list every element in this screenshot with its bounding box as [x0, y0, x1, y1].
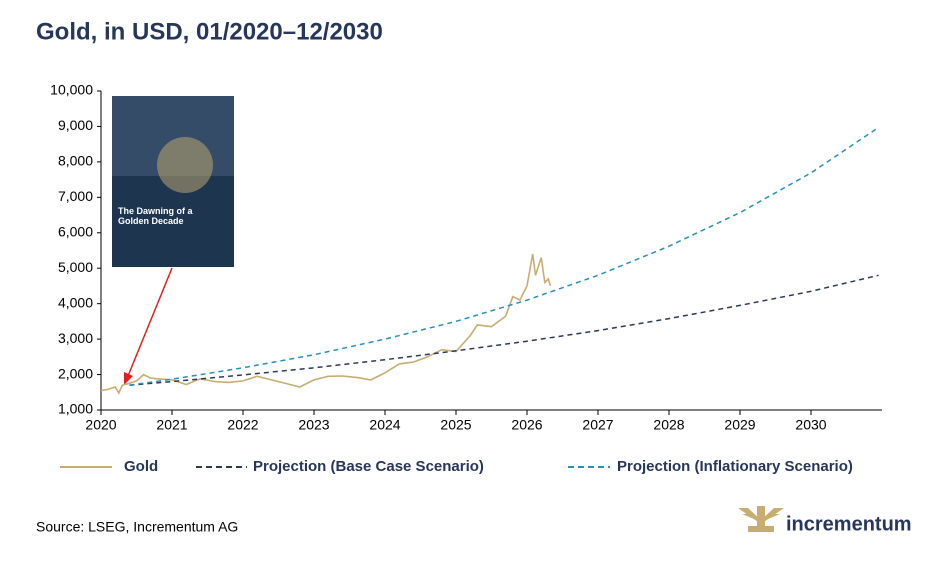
- x-tick-label: 2021: [156, 417, 187, 433]
- x-tick-label: 2022: [227, 417, 258, 433]
- logo-text: incrementum: [786, 513, 912, 535]
- inset-book: The Dawning of a Golden Decade: [112, 96, 234, 267]
- y-tick-label: 8,000: [58, 153, 93, 169]
- arrow: [127, 267, 173, 377]
- y-tick-label: 2,000: [58, 365, 93, 381]
- y-tick-label: 7,000: [58, 188, 93, 204]
- y-tick-label: 3,000: [58, 330, 93, 346]
- chart-title: Gold, in USD, 01/2020–12/2030: [36, 18, 383, 45]
- legend-label: Projection (Inflationary Scenario): [617, 458, 853, 475]
- x-tick-label: 2029: [724, 417, 755, 433]
- arrow-head: [124, 372, 133, 385]
- y-tick-label: 4,000: [58, 294, 93, 310]
- source: Source: LSEG, Incrementum AG: [36, 519, 238, 535]
- x-tick-label: 2026: [511, 417, 542, 433]
- y-tick-label: 1,000: [58, 401, 93, 417]
- x-tick-label: 2024: [369, 417, 400, 433]
- legend-label: Projection (Base Case Scenario): [253, 458, 484, 475]
- book-title: The Dawning of a Golden Decade: [118, 206, 193, 226]
- y-tick-label: 6,000: [58, 223, 93, 239]
- x-tick-label: 2028: [653, 417, 684, 433]
- y-tick-label: 5,000: [58, 259, 93, 275]
- x-tick-label: 2023: [298, 417, 329, 433]
- x-tick-label: 2020: [85, 417, 116, 433]
- legend-label: Gold: [124, 458, 158, 475]
- x-tick-label: 2025: [440, 417, 471, 433]
- y-tick-label: 10,000: [50, 82, 93, 98]
- x-tick-label: 2027: [582, 417, 613, 433]
- series-line: [129, 274, 879, 386]
- x-tick-label: 2030: [795, 417, 826, 433]
- logo-icon: [738, 506, 784, 532]
- series-line: [129, 126, 879, 386]
- book-glow: [157, 137, 213, 193]
- book-title-box: The Dawning of a Golden Decade: [118, 206, 193, 226]
- series-line: [100, 253, 552, 395]
- y-tick-label: 9,000: [58, 117, 93, 133]
